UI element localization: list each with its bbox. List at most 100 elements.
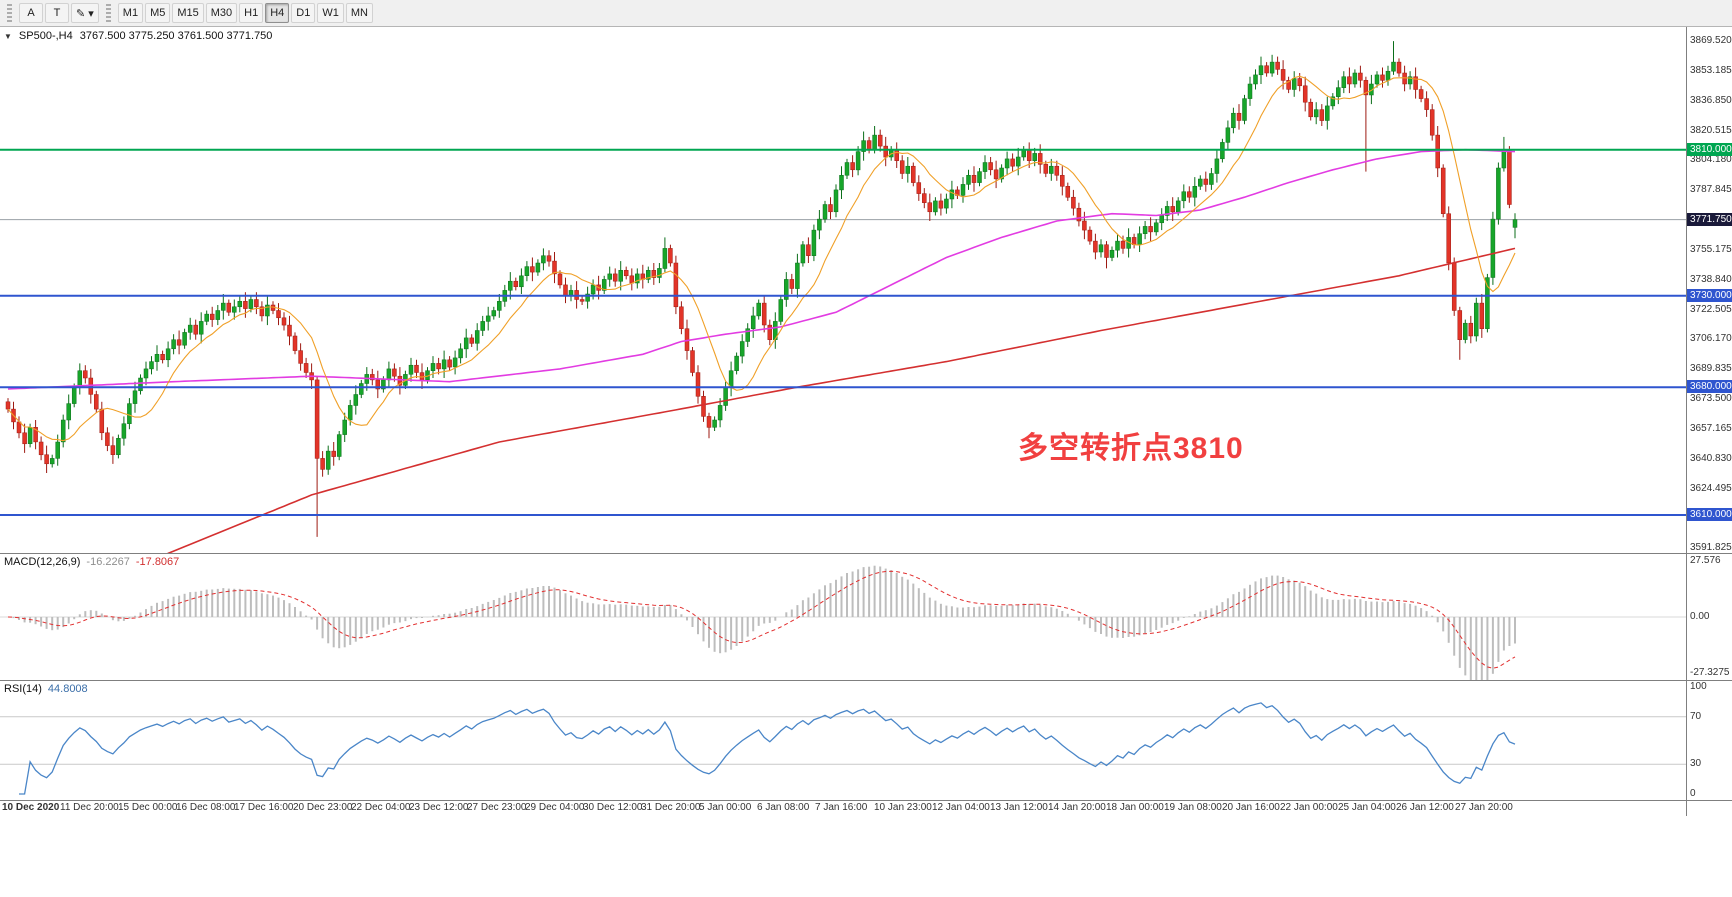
time-tick-label: 6 Jan 08:00	[757, 802, 810, 813]
price-tick-label: 3755.175	[1690, 244, 1732, 255]
toolbar-grip[interactable]	[7, 4, 12, 22]
time-tick-label: 20 Jan 16:00	[1222, 802, 1280, 813]
time-tick-label: 22 Jan 00:00	[1280, 802, 1338, 813]
timeframe-button-d1[interactable]: D1	[291, 3, 316, 23]
time-tick-label: 11 Dec 20:00	[60, 802, 119, 813]
time-tick-label: 18 Jan 00:00	[1106, 802, 1164, 813]
chevron-down-icon[interactable]: ▼	[4, 31, 12, 41]
time-tick-label: 20 Dec 23:00	[293, 802, 353, 813]
timeframe-button-m15[interactable]: M15	[172, 3, 204, 23]
ma-fast-line	[7, 75, 1516, 442]
price-tick-label: 3722.505	[1690, 304, 1732, 315]
time-tick-label: 15 Dec 00:00	[118, 802, 178, 813]
rsi-chart-area[interactable]: RSI(14) 44.8008	[0, 681, 1686, 800]
macd-name: MACD(12,26,9)	[4, 556, 81, 568]
macd-chart-area[interactable]: MACD(12,26,9) -16.2267 -17.8067	[0, 554, 1686, 680]
price-tick-label: 3689.835	[1690, 363, 1732, 374]
drawing-tool-button[interactable]: ✎ ▾	[71, 3, 99, 23]
macd-signal-value: -17.8067	[135, 556, 180, 568]
toolbar: A T ✎ ▾ M1 M5 M15 M30 H1 H4 D1 W1 MN	[0, 0, 1732, 27]
time-axis[interactable]: 10 Dec 2020 11 Dec 20:00 15 Dec 00:00 16 De…	[0, 800, 1732, 816]
rsi-panel: RSI(14) 44.8008 100 70 30 0	[0, 680, 1732, 800]
macd-label: MACD(12,26,9) -16.2267 -17.8067	[4, 556, 179, 568]
time-tick-label: 10 Dec 2020	[2, 802, 60, 813]
rsi-tick-label: 0	[1690, 788, 1696, 799]
timeframe-buttons-group: M1 M5 M15 M30 H1 H4 D1 W1 MN	[117, 3, 374, 23]
time-tick-label: 19 Jan 08:00	[1164, 802, 1222, 813]
current-price-badge: 3771.750	[1687, 213, 1732, 226]
time-tick-label: 27 Dec 23:00	[467, 802, 527, 813]
macd-panel: MACD(12,26,9) -16.2267 -17.8067 27.576 0.…	[0, 553, 1732, 680]
price-scale[interactable]: 3869.520 3853.185 3836.850 3820.515 3804.180…	[1686, 27, 1732, 553]
price-tick-label: 3591.825	[1690, 542, 1732, 553]
text-tool-button[interactable]: T	[45, 3, 69, 23]
ohlc-values: 3767.500 3775.250 3761.500 3771.750	[79, 30, 273, 42]
timeframe-button-w1[interactable]: W1	[317, 3, 344, 23]
time-tick-label: 17 Dec 16:00	[234, 802, 294, 813]
macd-histogram	[12, 565, 1516, 680]
toolbar-grip[interactable]	[105, 4, 111, 22]
time-tick-label: 29 Dec 04:00	[525, 802, 585, 813]
macd-svg	[0, 565, 1686, 680]
price-tick-label: 3869.520	[1690, 35, 1732, 46]
rsi-svg	[0, 702, 1686, 795]
price-tick-label: 3673.500	[1690, 393, 1732, 404]
price-tick-label: 3640.830	[1690, 453, 1732, 464]
timeframe-button-m5[interactable]: M5	[145, 3, 171, 23]
timeframe-button-mn[interactable]: MN	[345, 3, 373, 23]
price-tick-label: 3657.165	[1690, 423, 1732, 434]
time-tick-label: 13 Jan 12:00	[990, 802, 1048, 813]
time-tick-label: 10 Jan 23:00	[874, 802, 932, 813]
price-tick-label: 3804.180	[1690, 154, 1732, 165]
timeframe-button-h1[interactable]: H1	[239, 3, 264, 23]
main-chart-area[interactable]: ▼ SP500-,H4 3767.500 3775.250 3761.500 3…	[0, 27, 1686, 553]
symbol-timeframe-label: SP500-,H4	[18, 30, 73, 42]
chart-header: ▼ SP500-,H4 3767.500 3775.250 3761.500 3…	[4, 30, 272, 42]
timeframe-button-h4[interactable]: H4	[265, 3, 290, 23]
time-tick-label: 12 Jan 04:00	[932, 802, 990, 813]
time-tick-label: 22 Dec 04:00	[351, 802, 411, 813]
tool-buttons-group: A T ✎ ▾	[18, 3, 100, 23]
rsi-name: RSI(14)	[4, 683, 42, 695]
time-tick-label: 5 Jan 00:00	[699, 802, 752, 813]
price-level-badge: 3610.000	[1687, 508, 1732, 521]
price-tick-label: 3836.850	[1690, 95, 1732, 106]
rsi-scale[interactable]: 100 70 30 0	[1686, 681, 1732, 800]
price-tick-label: 3787.845	[1690, 184, 1732, 195]
time-tick-label: 14 Jan 20:00	[1048, 802, 1106, 813]
timeframe-button-m30[interactable]: M30	[205, 3, 238, 23]
chart-annotation-text: 多空转折点3810	[1018, 432, 1244, 465]
rsi-value: 44.8008	[47, 683, 88, 695]
rsi-tick-label: 30	[1690, 758, 1702, 769]
price-tick-label: 3624.495	[1690, 483, 1732, 494]
time-tick-label: 26 Jan 12:00	[1396, 802, 1454, 813]
price-tick-label: 3853.185	[1690, 65, 1732, 76]
time-tick-label: 31 Dec 20:00	[641, 802, 701, 813]
price-tick-label: 3738.840	[1690, 274, 1732, 285]
time-tick-label: 27 Jan 20:00	[1455, 802, 1513, 813]
rsi-tick-label: 70	[1690, 711, 1702, 722]
rsi-tick-label: 100	[1690, 681, 1707, 692]
macd-tick-label: 27.576	[1690, 555, 1721, 566]
main-chart-svg	[0, 41, 1686, 553]
time-tick-label: 30 Dec 12:00	[583, 802, 643, 813]
time-tick-label: 7 Jan 16:00	[815, 802, 868, 813]
time-tick-label: 16 Dec 08:00	[176, 802, 236, 813]
bottom-filler	[0, 816, 1732, 896]
time-tick-label: 25 Jan 04:00	[1338, 802, 1396, 813]
macd-tick-label: -27.3275	[1690, 667, 1730, 678]
ma-mid-line	[7, 148, 1516, 390]
timeframe-button-m1[interactable]: M1	[117, 3, 144, 23]
rsi-label: RSI(14) 44.8008	[4, 683, 88, 695]
time-tick-label: 23 Dec 12:00	[409, 802, 469, 813]
main-chart-panel: ▼ SP500-,H4 3767.500 3775.250 3761.500 3…	[0, 27, 1732, 553]
price-tick-label: 3820.515	[1690, 125, 1732, 136]
pointer-tool-button[interactable]: A	[19, 3, 43, 23]
axis-corner	[1686, 801, 1732, 816]
candlestick-series	[5, 41, 1518, 537]
price-level-badge: 3810.000	[1687, 143, 1732, 156]
time-labels: 10 Dec 2020 11 Dec 20:00 15 Dec 00:00 16 De…	[0, 801, 1686, 816]
macd-tick-label: 0.00	[1690, 611, 1710, 622]
macd-scale[interactable]: 27.576 0.00 -27.3275	[1686, 554, 1732, 680]
